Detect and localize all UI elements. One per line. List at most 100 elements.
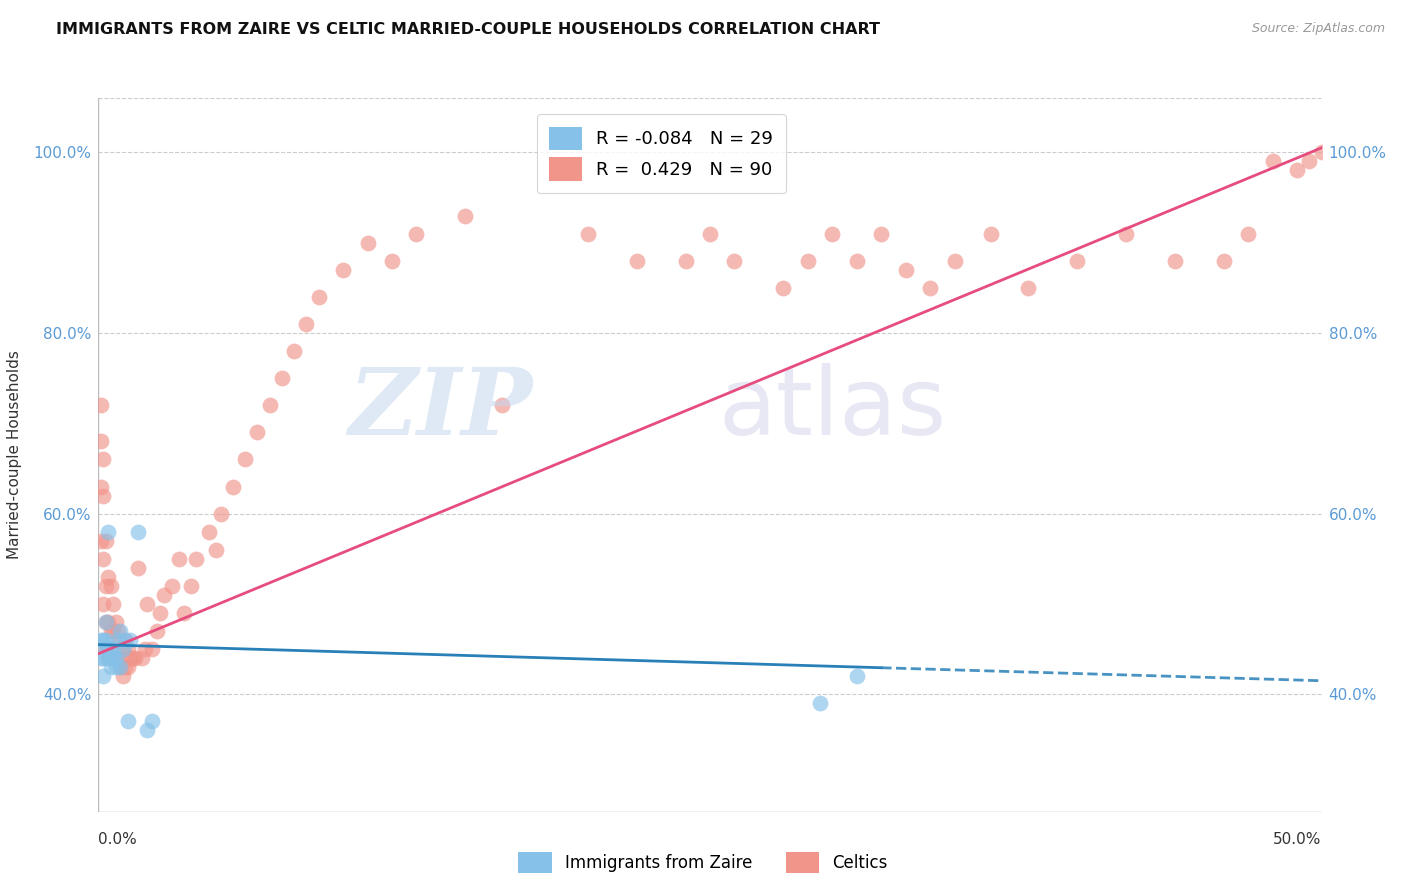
Point — [356, 235, 378, 250]
Point — [943, 253, 966, 268]
Point — [136, 597, 159, 611]
Point — [153, 588, 176, 602]
Point — [101, 651, 124, 665]
Point — [104, 615, 127, 629]
Point — [101, 642, 124, 657]
Point — [97, 642, 120, 657]
Point — [259, 398, 281, 412]
Point — [97, 651, 120, 665]
Point — [845, 669, 868, 683]
Point — [114, 633, 136, 648]
Point — [131, 651, 153, 665]
Point — [91, 597, 114, 611]
Point — [1298, 154, 1320, 169]
Point — [626, 253, 648, 268]
Point — [870, 227, 893, 241]
Point — [308, 290, 330, 304]
Point — [104, 651, 127, 665]
Point — [120, 633, 142, 648]
Point — [180, 579, 202, 593]
Point — [1164, 253, 1187, 268]
Point — [167, 551, 190, 566]
Point — [121, 651, 143, 665]
Point — [94, 615, 117, 629]
Point — [104, 660, 127, 674]
Point — [94, 642, 117, 657]
Point — [94, 579, 117, 593]
Point — [110, 624, 132, 638]
Point — [107, 651, 129, 665]
Point — [107, 624, 129, 638]
Y-axis label: Married-couple Households: Married-couple Households — [7, 351, 22, 559]
Point — [491, 398, 513, 412]
Point — [101, 651, 124, 665]
Point — [107, 633, 129, 648]
Point — [222, 479, 245, 493]
Point — [117, 642, 139, 657]
Point — [127, 524, 149, 539]
Point — [91, 633, 114, 648]
Point — [114, 660, 136, 674]
Point — [160, 579, 183, 593]
Point — [97, 651, 120, 665]
Point — [454, 209, 477, 223]
Point — [772, 281, 794, 295]
Text: IMMIGRANTS FROM ZAIRE VS CELTIC MARRIED-COUPLE HOUSEHOLDS CORRELATION CHART: IMMIGRANTS FROM ZAIRE VS CELTIC MARRIED-… — [56, 22, 880, 37]
Point — [120, 651, 142, 665]
Point — [134, 642, 156, 657]
Point — [91, 489, 114, 503]
Point — [90, 398, 112, 412]
Point — [90, 651, 112, 665]
Point — [117, 714, 139, 729]
Point — [91, 452, 114, 467]
Point — [723, 253, 745, 268]
Point — [97, 570, 120, 584]
Point — [100, 660, 122, 674]
Point — [270, 371, 294, 385]
Point — [114, 633, 136, 648]
Point — [111, 642, 134, 657]
Point — [233, 452, 256, 467]
Text: 50.0%: 50.0% — [1274, 831, 1322, 847]
Point — [110, 633, 132, 648]
Point — [90, 434, 112, 449]
Point — [111, 669, 134, 683]
Point — [110, 660, 132, 674]
Legend: R = -0.084   N = 29, R =  0.429   N = 90: R = -0.084 N = 29, R = 0.429 N = 90 — [537, 114, 786, 194]
Point — [894, 262, 917, 277]
Point — [797, 253, 820, 268]
Point — [117, 660, 139, 674]
Point — [699, 227, 721, 241]
Point — [91, 669, 114, 683]
Point — [90, 533, 112, 548]
Point — [1066, 253, 1088, 268]
Point — [246, 425, 269, 440]
Point — [100, 624, 122, 638]
Text: Source: ZipAtlas.com: Source: ZipAtlas.com — [1251, 22, 1385, 36]
Point — [94, 633, 117, 648]
Point — [101, 597, 124, 611]
Point — [110, 660, 132, 674]
Legend: Immigrants from Zaire, Celtics: Immigrants from Zaire, Celtics — [512, 846, 894, 880]
Point — [91, 551, 114, 566]
Point — [101, 624, 124, 638]
Text: 0.0%: 0.0% — [98, 831, 138, 847]
Point — [186, 551, 208, 566]
Point — [90, 479, 112, 493]
Point — [205, 542, 228, 557]
Point — [100, 651, 122, 665]
Point — [127, 561, 149, 575]
Point — [173, 606, 195, 620]
Point — [100, 579, 122, 593]
Point — [1237, 227, 1260, 241]
Point — [675, 253, 697, 268]
Point — [845, 253, 868, 268]
Point — [980, 227, 1002, 241]
Point — [97, 524, 120, 539]
Point — [1017, 281, 1039, 295]
Point — [1115, 227, 1137, 241]
Point — [94, 642, 117, 657]
Point — [197, 524, 219, 539]
Text: atlas: atlas — [718, 362, 946, 455]
Point — [1261, 154, 1284, 169]
